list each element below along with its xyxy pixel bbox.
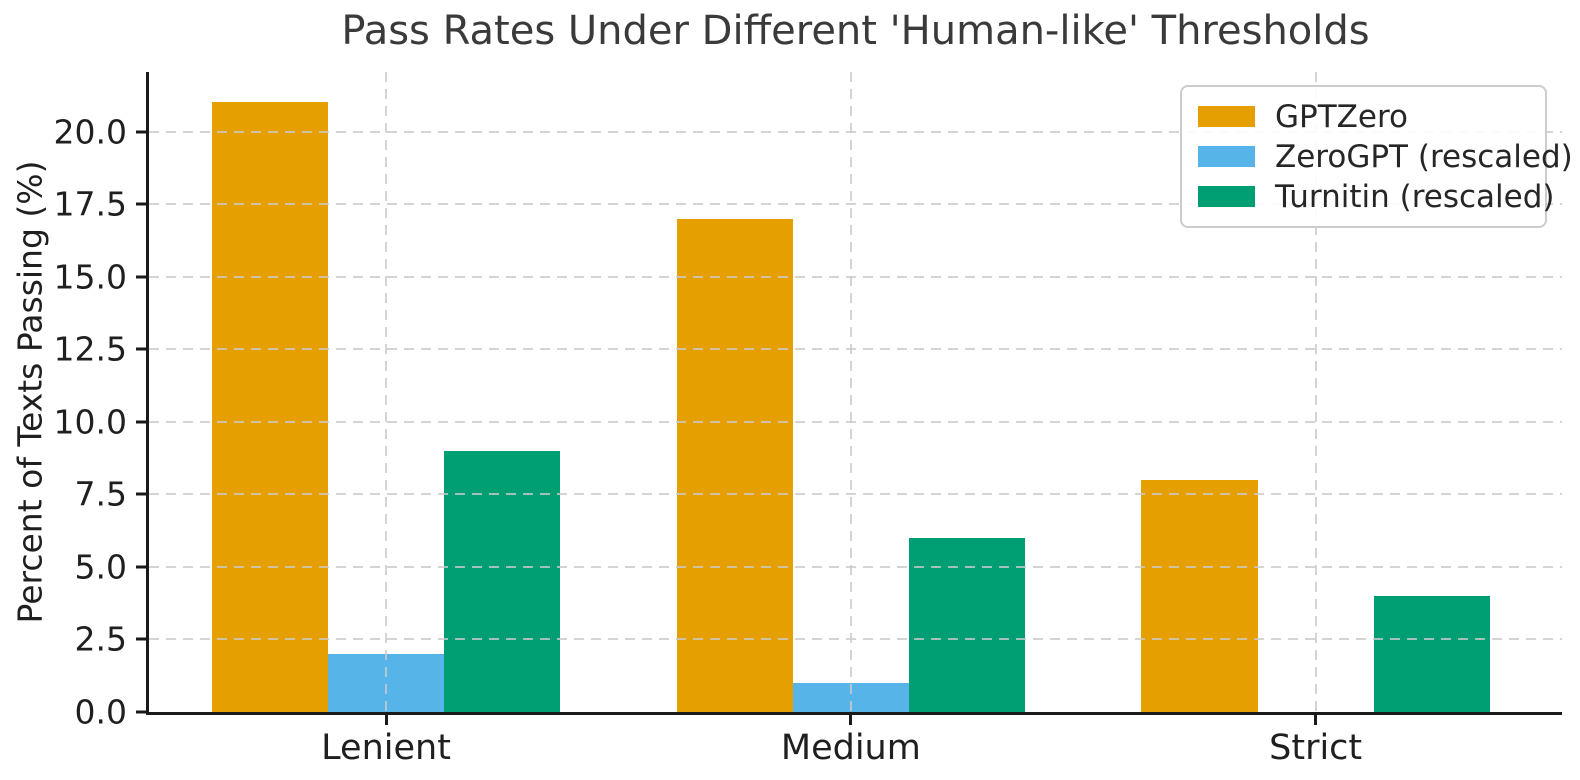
legend-item: ZeroGPT (rescaled) bbox=[1198, 137, 1573, 176]
x-tick-mark bbox=[384, 715, 388, 725]
y-tick-label: 0.0 bbox=[74, 692, 127, 732]
legend: GPTZero ZeroGPT (rescaled) Turnitin (resca… bbox=[1180, 85, 1573, 228]
legend-label: GPTZero bbox=[1275, 98, 1408, 135]
y-gridline bbox=[149, 130, 1562, 133]
y-tick-mark bbox=[136, 202, 146, 206]
y-tick-mark bbox=[136, 637, 146, 641]
bar-turnitin-rescaled-strict bbox=[1373, 595, 1490, 712]
legend-swatch bbox=[1198, 186, 1255, 207]
x-gridline bbox=[849, 72, 852, 712]
legend-label: Turnitin (rescaled) bbox=[1275, 178, 1555, 215]
bar-turnitin-rescaled-medium bbox=[908, 537, 1026, 712]
plot-area: 0.0 2.5 5.0 7.5 10.0 12.5 15.0 17.5 20.0 Lenient M… bbox=[54, 72, 1562, 768]
y-tick-label: 20.0 bbox=[53, 112, 127, 151]
x-gridline bbox=[385, 72, 388, 712]
y-tick-mark bbox=[136, 347, 146, 351]
y-gridline bbox=[149, 348, 1562, 351]
y-tick-mark bbox=[136, 492, 146, 496]
legend-item: Turnitin (rescaled) bbox=[1198, 177, 1554, 216]
bar-gptzero-medium bbox=[676, 218, 793, 712]
y-tick-label: 7.5 bbox=[74, 474, 127, 514]
legend-item: GPTZero bbox=[1198, 97, 1529, 136]
y-gridline bbox=[149, 203, 1562, 206]
y-tick-label: 2.5 bbox=[74, 619, 127, 659]
y-tick-mark bbox=[136, 710, 146, 714]
y-tick-label: 5.0 bbox=[74, 547, 127, 587]
legend-label: ZeroGPT (rescaled) bbox=[1275, 138, 1573, 175]
legend-swatch bbox=[1198, 146, 1255, 167]
y-tick-label: 10.0 bbox=[53, 402, 127, 442]
y-gridline bbox=[149, 565, 1562, 568]
x-tick-label: Medium bbox=[780, 728, 921, 768]
y-gridline bbox=[149, 638, 1562, 641]
x-tick-mark bbox=[1314, 715, 1318, 725]
y-tick-label: 17.5 bbox=[53, 184, 127, 224]
x-tick-label: Lenient bbox=[321, 728, 451, 768]
bar-gptzero-strict bbox=[1141, 479, 1258, 712]
bar-gptzero-lenient bbox=[211, 102, 328, 712]
bar-turnitin-rescaled-lenient bbox=[444, 450, 561, 712]
y-gridline bbox=[149, 275, 1562, 278]
y-tick-label: 12.5 bbox=[53, 329, 127, 369]
y-tick-mark bbox=[136, 275, 146, 279]
y-tick-mark bbox=[136, 565, 146, 569]
y-axis-label: Percent of Texts Passing (%) bbox=[10, 160, 50, 624]
y-tick-mark bbox=[136, 420, 146, 424]
y-axis-spine bbox=[146, 72, 149, 715]
x-tick-label: Strict bbox=[1269, 728, 1363, 768]
y-gridline bbox=[149, 420, 1562, 423]
y-tick-mark bbox=[136, 130, 146, 133]
x-gridline bbox=[1314, 72, 1317, 712]
x-axis-spine bbox=[146, 712, 1562, 715]
y-gridline bbox=[149, 493, 1562, 496]
x-tick-mark bbox=[849, 715, 853, 725]
y-tick-label: 15.0 bbox=[53, 257, 127, 297]
chart-title: Pass Rates Under Different 'Human-like' … bbox=[341, 8, 1370, 54]
legend-swatch bbox=[1198, 106, 1255, 127]
